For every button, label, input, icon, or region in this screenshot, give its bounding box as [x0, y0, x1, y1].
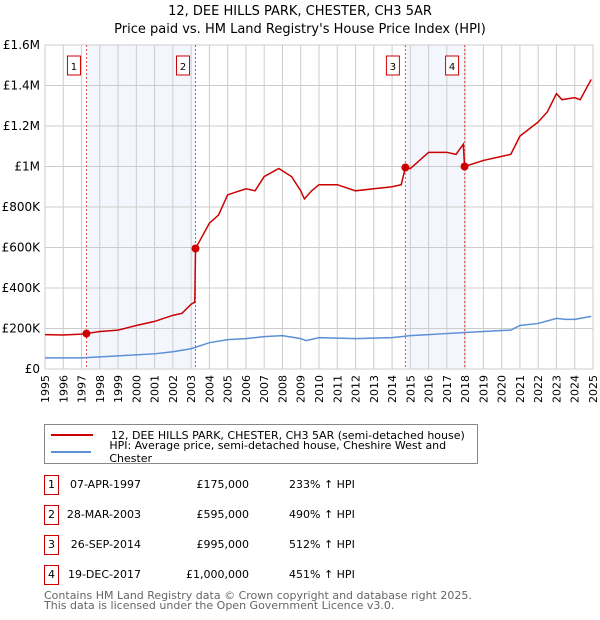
sale-marker-badge: 4: [44, 565, 59, 585]
sale-marker-label: 1: [71, 62, 77, 73]
chart-title: 12, DEE HILLS PARK, CHESTER, CH3 5AR: [168, 4, 432, 19]
x-tick-label: 2011: [331, 375, 344, 403]
x-tick-label: 2006: [240, 375, 253, 403]
x-tick-label: 2021: [514, 375, 527, 403]
x-tick-label: 2014: [386, 375, 399, 403]
sale-marker-badge: 2: [44, 505, 59, 525]
table-row: 2 28-MAR-2003 £595,000 490% ↑ HPI: [44, 505, 464, 525]
sale-date: 19-DEC-2017: [67, 568, 141, 581]
sale-point: [460, 162, 469, 171]
sale-marker-label: 3: [390, 62, 396, 73]
x-tick-label: 1996: [57, 375, 70, 403]
sale-hpi: 490% ↑ HPI: [289, 508, 355, 521]
sale-hpi: 512% ↑ HPI: [289, 538, 355, 551]
sale-marker-label: 2: [180, 62, 186, 73]
sale-date: 26-SEP-2014: [70, 538, 141, 551]
x-tick-label: 2022: [532, 375, 545, 403]
sale-date: 07-APR-1997: [69, 478, 141, 491]
y-tick-label: £1M: [14, 160, 40, 174]
x-tick-label: 1999: [112, 375, 125, 403]
sale-marker-badge: 1: [44, 475, 59, 495]
footer-copyright: Contains HM Land Registry data © Crown c…: [44, 589, 472, 602]
x-tick-label: 2000: [130, 375, 143, 403]
x-tick-label: 2009: [295, 375, 308, 403]
sale-marker-box: [176, 55, 191, 76]
x-tick-label: 2013: [368, 375, 381, 403]
sale-marker-box: [445, 55, 460, 76]
legend-swatch-red: [51, 434, 93, 436]
sale-point: [191, 244, 200, 253]
chart-subtitle: Price paid vs. HM Land Registry's House …: [114, 22, 486, 37]
x-tick-label: 1997: [76, 375, 89, 403]
sale-price: £175,000: [196, 478, 250, 491]
legend: 12, DEE HILLS PARK, CHESTER, CH3 5AR (se…: [44, 424, 478, 465]
sale-marker-box: [66, 55, 81, 76]
sale-marker-box: [385, 55, 400, 76]
x-tick-label: 2018: [459, 375, 472, 403]
x-tick-label: 2004: [203, 375, 216, 403]
series-line: [45, 315, 592, 359]
footer-licence: This data is licensed under the Open Gov…: [44, 599, 395, 612]
x-tick-label: 2017: [441, 375, 454, 403]
table-row: 4 19-DEC-2017 £1,000,000 451% ↑ HPI: [44, 565, 464, 585]
legend-item-property: 12, DEE HILLS PARK, CHESTER, CH3 5AR (se…: [45, 427, 465, 443]
legend-swatch-blue: [51, 451, 92, 453]
sale-point: [82, 329, 91, 338]
table-row: 1 07-APR-1997 £175,000 233% ↑ HPI: [44, 475, 464, 495]
sale-marker-label: 4: [449, 62, 455, 73]
sale-price: £1,000,000: [186, 568, 249, 581]
y-tick-label: £0: [25, 362, 40, 376]
x-tick-label: 2024: [569, 375, 582, 403]
y-tick-label: £200K: [2, 322, 42, 336]
sale-price: £995,000: [196, 538, 250, 551]
x-tick-label: 2008: [276, 375, 289, 403]
price-chart: 1995 1996 1997 1998 1999 2000 2001 2002 2003 2004…: [2, 38, 600, 403]
x-tick-label: 2015: [404, 375, 417, 403]
series-line: [44, 79, 592, 336]
x-tick-label: 1995: [39, 375, 52, 403]
x-tick-label: 2012: [350, 375, 363, 403]
x-tick-label: 2002: [167, 375, 180, 403]
y-tick-label: £800K: [2, 200, 42, 214]
footer: Contains HM Land Registry data © Crown c…: [44, 589, 472, 612]
legend-label: HPI: Average price, semi-detached house,…: [109, 439, 447, 465]
sale-point: [401, 163, 410, 172]
sale-price: £595,000: [196, 508, 250, 521]
legend-item-hpi: HPI: Average price, semi-detached house,…: [45, 439, 477, 465]
x-tick-label: 2007: [258, 375, 271, 403]
y-tick-label: £1.4M: [3, 79, 40, 93]
x-tick-label: 2010: [313, 375, 326, 403]
x-tick-label: 2001: [149, 375, 162, 403]
x-tick-label: 2016: [423, 375, 436, 403]
x-tick-label: 2023: [550, 375, 563, 403]
table-row: 3 26-SEP-2014 £995,000 512% ↑ HPI: [44, 535, 464, 555]
sale-hpi: 451% ↑ HPI: [289, 568, 355, 581]
x-tick-label: 2020: [496, 375, 509, 403]
x-tick-label: 2019: [477, 375, 490, 403]
sale-marker-badge: 3: [44, 535, 59, 555]
y-tick-label: £400K: [2, 281, 42, 295]
x-tick-label: 2003: [185, 375, 198, 403]
y-tick-label: £600K: [2, 241, 42, 255]
x-tick-label: 2005: [222, 375, 235, 403]
sale-date: 28-MAR-2003: [66, 508, 141, 521]
legend-label: 12, DEE HILLS PARK, CHESTER, CH3 5AR (se…: [111, 428, 465, 442]
sale-hpi: 233% ↑ HPI: [289, 478, 355, 491]
x-tick-label: 2025: [587, 375, 600, 403]
x-tick-label: 1998: [94, 375, 107, 403]
y-tick-label: £1.6M: [3, 38, 40, 52]
y-tick-label: £1.2M: [3, 119, 40, 133]
